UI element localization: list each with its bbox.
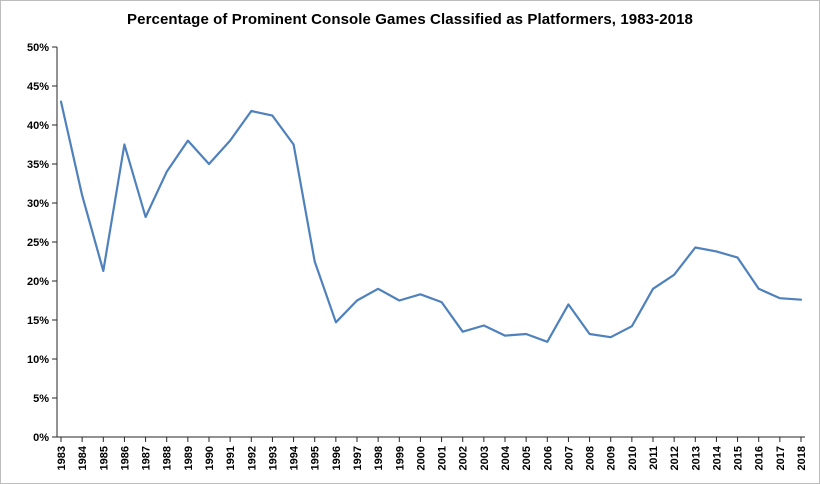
y-tick-label: 30% [27, 198, 49, 210]
x-tick-label: 2016 [754, 446, 766, 470]
x-tick-label: 1994 [289, 445, 301, 470]
x-tick-label: 1991 [225, 446, 237, 470]
line-chart: 0%5%10%15%20%25%30%35%40%45%50%1983 1984 1… [27, 42, 808, 470]
x-tick-label: 1997 [352, 446, 364, 470]
x-tick-label: 2009 [606, 446, 618, 470]
x-tick-label: 1996 [331, 446, 343, 470]
y-tick-label: 35% [27, 159, 49, 171]
x-tick-label: 2018 [796, 446, 808, 470]
y-tick-label: 10% [27, 354, 49, 366]
x-tick-label: 2006 [542, 446, 554, 470]
tick-marks [52, 46, 802, 442]
x-tick-label: 2000 [415, 446, 427, 470]
x-tick-label: 2015 [733, 446, 745, 470]
x-tick-label: 1987 [141, 446, 153, 470]
chart-title: Percentage of Prominent Console Games Cl… [127, 11, 693, 28]
x-tick-label: 1990 [204, 446, 216, 470]
y-tick-label: 25% [27, 237, 49, 249]
x-tick-label: 2002 [458, 446, 470, 470]
x-tick-label: 1998 [373, 446, 385, 470]
x-tick-label: 1995 [310, 446, 322, 470]
series-line [59, 100, 803, 343]
y-tick-label: 45% [27, 81, 49, 93]
x-tick-label: 2001 [437, 446, 449, 470]
x-tick-label: 2003 [479, 446, 491, 470]
y-tick-label: 15% [27, 315, 49, 327]
y-tick-label: 5% [33, 393, 49, 405]
x-tick-label: 1984 [77, 445, 89, 470]
axes [56, 47, 805, 438]
x-tick-label: 2011 [648, 446, 660, 470]
x-tick-label: 1989 [183, 446, 195, 470]
y-tick-label: 40% [27, 120, 49, 132]
x-tick-label: 2008 [585, 446, 597, 470]
y-tick-label: 50% [27, 42, 49, 54]
x-tick-label: 2010 [627, 446, 639, 470]
x-tick-label: 1988 [162, 446, 174, 470]
x-tick-label: 2005 [521, 446, 533, 470]
x-tick-label: 2013 [690, 446, 702, 470]
x-tick-label: 2017 [775, 446, 787, 470]
x-tick-label: 2014 [711, 445, 723, 470]
x-tick-label: 1993 [267, 446, 279, 470]
y-tick-label: 0% [33, 432, 49, 444]
x-axis-labels: 1983 1984 1985 1986 1987 1988 1989 1990 1991 1992… [56, 445, 808, 470]
x-tick-label: 2012 [669, 446, 681, 470]
y-tick-label: 20% [27, 276, 49, 288]
x-tick-label: 1986 [119, 446, 131, 470]
x-tick-label: 2004 [500, 445, 512, 470]
x-tick-label: 2007 [563, 446, 575, 470]
x-tick-label: 1985 [98, 446, 110, 470]
x-tick-label: 1983 [56, 446, 68, 470]
y-axis-labels: 0% 5% 10% 15% 20% 25% 30% 35% 40% 45% 50% [27, 42, 49, 444]
x-tick-label: 1999 [394, 446, 406, 470]
x-tick-label: 1992 [246, 446, 258, 470]
